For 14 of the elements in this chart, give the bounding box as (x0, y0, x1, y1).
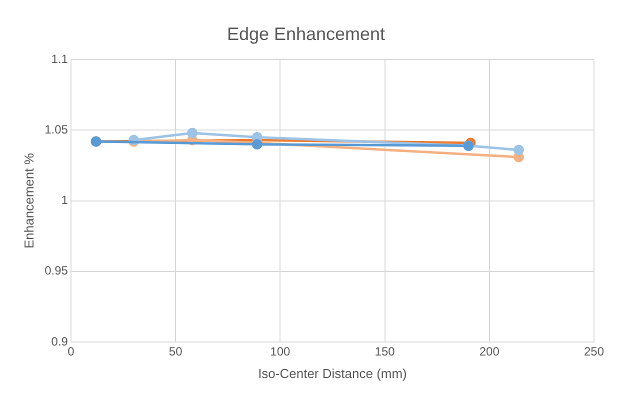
x-axis-title: Iso-Center Distance (mm) (258, 366, 407, 381)
y-tick-label: 0.95 (44, 264, 68, 278)
x-tick-label: 100 (270, 344, 291, 359)
x-tick-label: 0 (68, 344, 75, 359)
y-tick-label: 0.9 (51, 334, 68, 348)
y-axis-title: Enhancement % (21, 152, 36, 249)
x-tick-label: 200 (479, 344, 500, 359)
y-tick-label: 1 (61, 193, 68, 208)
x-tick-label: 150 (374, 344, 396, 359)
x-tick-label: 250 (584, 344, 604, 359)
x-tick-label: 50 (168, 344, 183, 359)
y-tick-label: 1.05 (44, 122, 68, 137)
chart-title: Edge Enhancement (226, 24, 386, 44)
y-tick-label: 1.1 (51, 52, 68, 66)
